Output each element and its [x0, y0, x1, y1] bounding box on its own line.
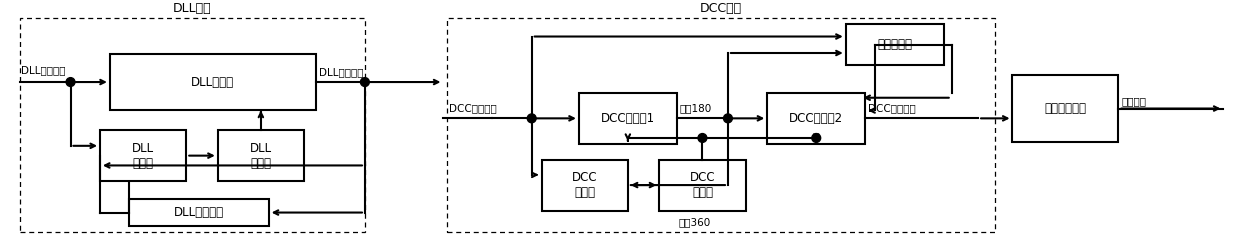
Text: DCC
鉴相器: DCC 鉴相器 — [572, 171, 598, 199]
Bar — [846, 24, 944, 65]
Text: DLL延迟链: DLL延迟链 — [191, 75, 234, 88]
Text: DLL输出时钟: DLL输出时钟 — [319, 67, 363, 77]
Text: DCC电路: DCC电路 — [701, 2, 742, 15]
Text: 时钟传输电路: 时钟传输电路 — [1044, 102, 1086, 115]
Text: 上升沿触发: 上升沿触发 — [877, 38, 913, 51]
Circle shape — [812, 134, 821, 142]
Text: DLL
鉴相器: DLL 鉴相器 — [133, 142, 154, 170]
Text: DLL电路: DLL电路 — [172, 2, 212, 15]
Bar — [1013, 75, 1118, 142]
Circle shape — [66, 78, 74, 87]
Bar — [660, 160, 745, 211]
Circle shape — [698, 134, 707, 142]
Text: DLL反馈电路: DLL反馈电路 — [174, 206, 224, 219]
Circle shape — [361, 78, 370, 87]
Bar — [100, 130, 186, 181]
Bar — [20, 18, 365, 232]
Text: DLL
控制器: DLL 控制器 — [249, 142, 272, 170]
Text: DCC输出时钟: DCC输出时钟 — [868, 104, 916, 114]
Bar — [542, 160, 627, 211]
Text: DLL输入时钟: DLL输入时钟 — [21, 65, 66, 75]
Bar — [579, 93, 677, 144]
Bar — [218, 130, 304, 181]
Text: DCC延迟链2: DCC延迟链2 — [789, 112, 843, 125]
Bar — [110, 54, 316, 111]
Circle shape — [723, 114, 733, 123]
Text: DCC输入时钟: DCC输入时钟 — [449, 104, 497, 114]
Text: 时钟180: 时钟180 — [680, 104, 712, 114]
Text: 输出时钟: 输出时钟 — [1121, 96, 1147, 106]
Bar — [768, 93, 866, 144]
Text: 时钟360: 时钟360 — [678, 217, 711, 227]
Bar — [129, 199, 269, 226]
Text: DCC
控制器: DCC 控制器 — [689, 171, 715, 199]
Bar — [448, 18, 994, 232]
Circle shape — [527, 114, 536, 123]
Text: DCC延迟链1: DCC延迟链1 — [601, 112, 655, 125]
